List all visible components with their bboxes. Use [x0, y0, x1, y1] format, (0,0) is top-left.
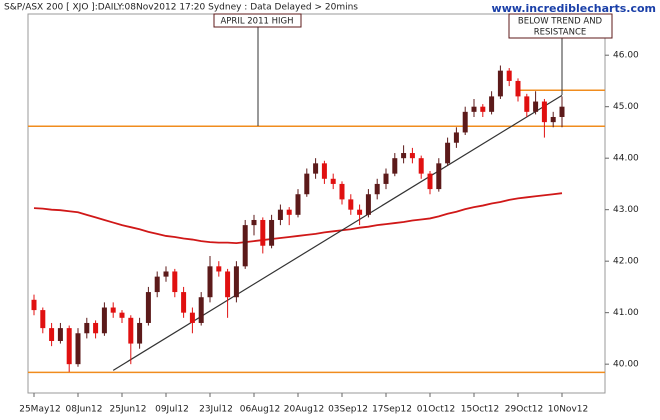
candle-body — [40, 310, 46, 329]
candle-body — [401, 153, 407, 159]
candle-body — [392, 158, 398, 174]
candle-body — [93, 322, 99, 334]
candle-body — [172, 271, 178, 293]
candle-body — [559, 106, 565, 117]
candle-body — [436, 163, 442, 190]
candle-body — [374, 183, 380, 195]
y-tick-label: 42.00 — [613, 257, 639, 267]
candle-body — [286, 209, 292, 215]
candle-body — [225, 271, 231, 298]
candle-body — [216, 266, 222, 272]
candle-body — [409, 153, 415, 159]
candle-body — [84, 322, 90, 334]
candle-body — [330, 178, 336, 184]
candle-body — [75, 333, 81, 365]
candle-body — [110, 307, 116, 313]
candle-body — [233, 266, 239, 298]
candle-body — [550, 116, 556, 123]
candle-body — [304, 173, 310, 195]
candle-body — [137, 322, 143, 344]
annotation-text: RESISTANCE — [534, 28, 587, 38]
chart-title: S&P/ASX 200 [ XJO ]:DAILY:08Nov2012 17:2… — [4, 3, 358, 13]
candle-body — [339, 183, 345, 200]
candle-body — [49, 328, 55, 341]
candle-body — [383, 173, 389, 184]
candle-body — [269, 219, 275, 246]
candle-body — [207, 266, 213, 298]
candle-body — [541, 101, 547, 123]
trend-line — [112, 94, 563, 371]
y-tick-label: 40.00 — [613, 360, 639, 370]
candle-body — [251, 219, 257, 226]
candle-body — [242, 225, 248, 267]
x-tick-label: 15Oct12 — [461, 405, 499, 415]
x-tick-label: 29Oct12 — [505, 405, 543, 415]
watermark: www.incrediblecharts.com — [492, 2, 656, 15]
candle-body — [427, 173, 433, 190]
candle-body — [489, 96, 495, 112]
candle-body — [357, 209, 363, 215]
candle-body — [515, 80, 521, 97]
candle-body — [163, 271, 169, 277]
candle-body — [198, 297, 204, 323]
candle-body — [66, 328, 72, 365]
candle-body — [277, 209, 283, 220]
x-tick-label: 06Aug12 — [240, 405, 280, 415]
candle-body — [445, 142, 451, 164]
candle-body — [462, 111, 468, 133]
x-tick-label: 08Jun12 — [66, 405, 103, 415]
candle-body — [154, 276, 160, 293]
candle-body — [128, 317, 134, 344]
annotation-box — [213, 13, 302, 28]
candle-body — [497, 70, 503, 97]
x-tick-label: 10Nov12 — [548, 405, 588, 415]
annotation-box — [508, 13, 613, 39]
x-tick-label: 09Jul12 — [155, 405, 189, 415]
candle-body — [260, 219, 266, 246]
candle-body — [453, 132, 459, 143]
candle-body — [533, 101, 539, 112]
candle-body — [119, 312, 125, 318]
y-tick-label: 44.00 — [613, 154, 639, 164]
candle-body — [418, 158, 424, 174]
x-tick-label: 01Oct12 — [417, 405, 455, 415]
candle-body — [506, 70, 512, 81]
candle-body — [321, 163, 327, 179]
x-tick-label: 25Jun12 — [110, 405, 147, 415]
x-tick-label: 20Aug12 — [284, 405, 324, 415]
candle-body — [524, 96, 530, 112]
x-tick-label: 03Sep12 — [328, 405, 368, 415]
candle-body — [145, 292, 151, 323]
y-tick-label: 45.00 — [613, 102, 639, 112]
plot-area: 40.00 41.00 42.00 43.00 44.00 45.00 46.00 25May… — [19, 51, 639, 415]
candle-body — [480, 106, 486, 112]
annotation-text: APRIL 2011 HIGH — [220, 17, 293, 27]
candle-body — [313, 163, 319, 174]
x-tick-label: 23Jul12 — [199, 405, 233, 415]
candle-body — [471, 106, 477, 112]
candle-body — [295, 194, 301, 215]
candle-body — [31, 299, 37, 311]
y-tick-label: 46.00 — [613, 51, 639, 61]
candle-body — [181, 292, 187, 313]
annotation-text: BELOW TREND AND — [518, 17, 603, 27]
plot-frame — [27, 13, 606, 394]
candle-body — [101, 307, 107, 334]
candle-body — [57, 328, 63, 341]
candle-body — [189, 312, 195, 323]
moving-average — [33, 192, 563, 245]
y-tick-label: 43.00 — [613, 205, 639, 215]
candle-body — [348, 199, 354, 210]
x-tick-label: 25May12 — [19, 405, 61, 415]
y-tick-label: 41.00 — [613, 308, 639, 318]
candle-body — [365, 194, 371, 215]
x-tick-label: 17Sep12 — [372, 405, 412, 415]
